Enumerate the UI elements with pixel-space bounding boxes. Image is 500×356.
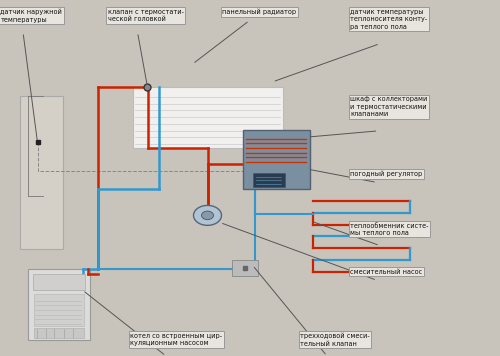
FancyBboxPatch shape: [34, 294, 84, 326]
FancyBboxPatch shape: [32, 274, 85, 290]
Polygon shape: [132, 87, 282, 148]
Text: датчик наружной
температуры: датчик наружной температуры: [0, 9, 62, 23]
Text: трехходовой смеси-
тельный клапан: трехходовой смеси- тельный клапан: [300, 333, 370, 347]
FancyBboxPatch shape: [34, 328, 84, 338]
Text: смесительный насос: смесительный насос: [350, 269, 422, 275]
Circle shape: [194, 205, 222, 225]
FancyBboxPatch shape: [252, 173, 285, 187]
Text: шкаф с коллекторами
и термостатическими
клапанами: шкаф с коллекторами и термостатическими …: [350, 96, 428, 117]
Text: теплообменник систе-
мы теплого пола: теплообменник систе- мы теплого пола: [350, 222, 428, 236]
FancyBboxPatch shape: [20, 96, 62, 249]
FancyBboxPatch shape: [232, 260, 258, 276]
Circle shape: [202, 211, 213, 220]
Text: погодный регулятор: погодный регулятор: [350, 171, 422, 177]
Text: датчик температуры
теплоносителя конту-
ра теплого пола: датчик температуры теплоносителя конту- …: [350, 9, 427, 30]
Text: панельный радиатор: панельный радиатор: [222, 9, 296, 15]
Text: клапан с термостати-
ческой головкой: клапан с термостати- ческой головкой: [108, 9, 184, 22]
Text: котел со встроенным цир-
куляционным насосом: котел со встроенным цир- куляционным нас…: [130, 333, 222, 346]
FancyBboxPatch shape: [28, 269, 90, 340]
FancyBboxPatch shape: [242, 130, 310, 189]
